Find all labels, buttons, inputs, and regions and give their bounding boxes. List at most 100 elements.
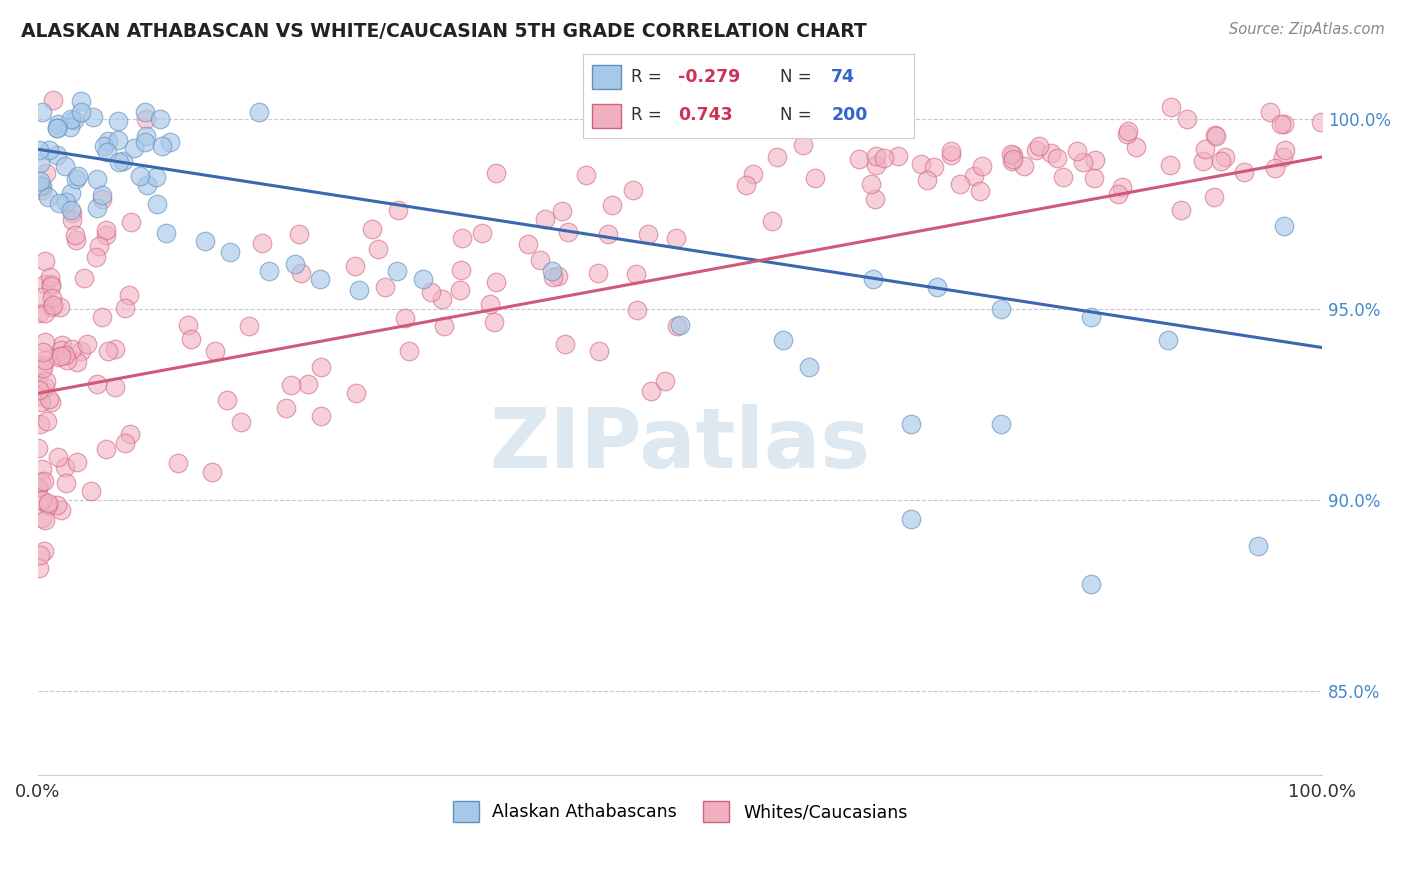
Point	[1107, 187, 1129, 202]
Point	[865, 158, 887, 172]
Point	[485, 166, 508, 180]
Point	[1192, 154, 1215, 169]
Point	[27, 442, 49, 456]
Text: Source: ZipAtlas.com: Source: ZipAtlas.com	[1229, 22, 1385, 37]
Point	[30, 395, 52, 409]
Point	[471, 226, 494, 240]
Point	[550, 204, 572, 219]
Point	[135, 112, 157, 127]
Point	[862, 272, 884, 286]
Point	[32, 544, 55, 558]
Point	[949, 177, 972, 191]
Point	[114, 301, 136, 315]
Point	[1204, 128, 1226, 142]
Point	[48, 195, 70, 210]
Point	[124, 141, 146, 155]
Point	[180, 332, 202, 346]
Point	[344, 259, 367, 273]
Point	[529, 253, 551, 268]
Point	[149, 112, 172, 127]
Point	[41, 395, 63, 409]
Point	[35, 414, 58, 428]
Point	[103, 343, 125, 357]
Point	[204, 344, 226, 359]
Point	[1000, 153, 1022, 168]
Point	[412, 272, 434, 286]
Point	[1052, 170, 1074, 185]
Point	[1000, 146, 1022, 161]
Point	[1159, 158, 1181, 172]
Point	[60, 343, 83, 357]
Point	[146, 196, 169, 211]
Point	[1213, 150, 1236, 164]
Point	[53, 159, 76, 173]
Point	[873, 151, 896, 165]
Point	[59, 186, 82, 200]
Point	[73, 271, 96, 285]
Point	[1260, 104, 1282, 119]
Point	[34, 277, 56, 292]
Point	[804, 171, 827, 186]
Point	[1175, 112, 1198, 127]
Point	[32, 358, 55, 372]
Point	[104, 379, 127, 393]
Point	[654, 374, 676, 388]
Point	[34, 379, 56, 393]
Point	[257, 264, 280, 278]
Point	[60, 206, 83, 220]
Point	[65, 171, 87, 186]
Point	[1170, 202, 1192, 217]
Point	[66, 455, 89, 469]
Point	[1204, 190, 1226, 204]
Point	[288, 227, 311, 241]
Point	[900, 417, 922, 431]
Point	[66, 355, 89, 369]
Point	[70, 104, 93, 119]
Point	[669, 318, 692, 332]
Point	[51, 338, 73, 352]
Point	[159, 135, 181, 149]
Point	[387, 202, 409, 217]
Point	[586, 266, 609, 280]
Point	[735, 178, 758, 192]
Point	[766, 150, 789, 164]
Point	[28, 174, 51, 188]
Point	[344, 385, 367, 400]
Point	[1209, 154, 1232, 169]
Point	[177, 318, 200, 332]
Point	[49, 343, 72, 357]
Point	[990, 417, 1012, 431]
Point	[28, 560, 51, 574]
Point	[247, 104, 270, 119]
Point	[557, 225, 579, 239]
Text: R =: R =	[631, 106, 672, 124]
Point	[517, 236, 540, 251]
Point	[297, 377, 319, 392]
Point	[1264, 161, 1286, 175]
Point	[970, 159, 993, 173]
Point	[45, 148, 67, 162]
Point	[31, 462, 53, 476]
Point	[48, 350, 70, 364]
Point	[53, 460, 76, 475]
Text: R =: R =	[631, 68, 668, 86]
Point	[82, 110, 104, 124]
Point	[449, 283, 471, 297]
Point	[280, 377, 302, 392]
Point	[939, 148, 962, 162]
Point	[1232, 165, 1254, 179]
Point	[59, 120, 82, 134]
Point	[309, 409, 332, 423]
Point	[1028, 139, 1050, 153]
Point	[238, 319, 260, 334]
Point	[84, 250, 107, 264]
Point	[640, 384, 662, 398]
Point	[394, 310, 416, 325]
Point	[134, 104, 156, 119]
Point	[1039, 146, 1062, 161]
Point	[910, 157, 932, 171]
Point	[1271, 150, 1294, 164]
Point	[347, 284, 370, 298]
Point	[49, 349, 72, 363]
Point	[62, 113, 84, 128]
